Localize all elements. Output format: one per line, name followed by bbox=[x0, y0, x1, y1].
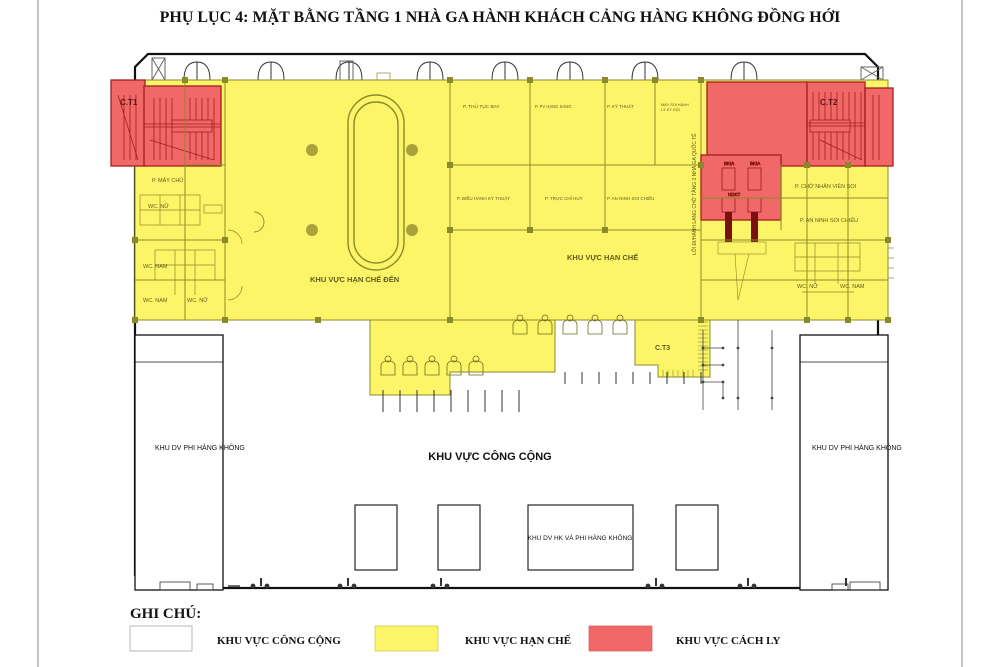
svg-text:P. PV HẠNG SANG: P. PV HẠNG SANG bbox=[535, 104, 571, 109]
svg-text:KHU VỰC HẠN CHẾ: KHU VỰC HẠN CHẾ bbox=[465, 634, 571, 647]
svg-text:P. ĐIỀU HÀNH KỸ THUẬT: P. ĐIỀU HÀNH KỸ THUẬT bbox=[457, 195, 510, 201]
svg-text:LÝ KÝ GỬI: LÝ KÝ GỬI bbox=[661, 107, 680, 112]
svg-text:HDKT: HDKT bbox=[728, 192, 741, 197]
svg-text:WC. NỮ: WC. NỮ bbox=[148, 203, 169, 210]
svg-text:BKIA: BKIA bbox=[750, 161, 760, 166]
svg-text:LỐI ĐI/HÀNH LANG CHỜ TẦNG 3 NH: LỐI ĐI/HÀNH LANG CHỜ TẦNG 3 NHÀ GA QUỐC … bbox=[691, 133, 698, 255]
svg-text:P. CHỜ NHÂN VIÊN SOI: P. CHỜ NHÂN VIÊN SOI bbox=[795, 182, 857, 190]
svg-text:KHU VỰC CÔNG CỘNG: KHU VỰC CÔNG CỘNG bbox=[217, 634, 341, 647]
svg-text:KHU VỰC CÔNG CỘNG: KHU VỰC CÔNG CỘNG bbox=[428, 450, 551, 463]
svg-text:BKIA: BKIA bbox=[724, 161, 734, 166]
svg-text:KHU DV HK VÀ PHI HÀNG KHÔNG: KHU DV HK VÀ PHI HÀNG KHÔNG bbox=[528, 533, 633, 542]
svg-text:P. TRỰC CHỈ HUY: P. TRỰC CHỈ HUY bbox=[545, 195, 583, 201]
svg-text:KHU VỰC HẠN CHẾ: KHU VỰC HẠN CHẾ bbox=[567, 252, 638, 262]
svg-text:KHU DV PHI HÀNG KHÔNG: KHU DV PHI HÀNG KHÔNG bbox=[155, 443, 245, 452]
svg-text:WC. NỮ: WC. NỮ bbox=[187, 297, 208, 304]
svg-text:KHU DV PHI HÀNG KHÔNG: KHU DV PHI HÀNG KHÔNG bbox=[812, 443, 902, 452]
svg-text:P. AN NINH SOI CHIẾU: P. AN NINH SOI CHIẾU bbox=[800, 217, 858, 224]
svg-text:C.T1: C.T1 bbox=[120, 98, 138, 107]
svg-text:P. AN NINH SOI CHIẾU: P. AN NINH SOI CHIẾU bbox=[607, 195, 654, 201]
svg-text:WC. NAM: WC. NAM bbox=[840, 284, 865, 290]
svg-text:C.T2: C.T2 bbox=[820, 98, 838, 107]
svg-text:P. KỸ THUẬT: P. KỸ THUẬT bbox=[607, 103, 634, 109]
svg-text:P. THỦ TỤC BAY: P. THỦ TỤC BAY bbox=[463, 103, 500, 110]
svg-text:P. MÁY CHỦ: P. MÁY CHỦ bbox=[152, 177, 183, 184]
svg-text:KHU VỰC CÁCH LY: KHU VỰC CÁCH LY bbox=[676, 635, 780, 647]
svg-text:PHỤ LỤC 4: MẶT BẰNG TẦNG 1 NHÀ: PHỤ LỤC 4: MẶT BẰNG TẦNG 1 NHÀ GA HÀNH K… bbox=[160, 6, 841, 26]
svg-text:KHU VỰC HẠN CHẾ ĐẾN: KHU VỰC HẠN CHẾ ĐẾN bbox=[310, 274, 399, 284]
svg-text:WC. NAM: WC. NAM bbox=[143, 264, 168, 270]
svg-text:GHI CHÚ:: GHI CHÚ: bbox=[130, 605, 201, 622]
svg-text:MÁY SOI HÀNH: MÁY SOI HÀNH bbox=[661, 103, 689, 107]
svg-text:WC. NỮ: WC. NỮ bbox=[797, 283, 818, 290]
svg-text:WC. NAM: WC. NAM bbox=[143, 298, 168, 304]
svg-text:C.T3: C.T3 bbox=[655, 345, 670, 352]
